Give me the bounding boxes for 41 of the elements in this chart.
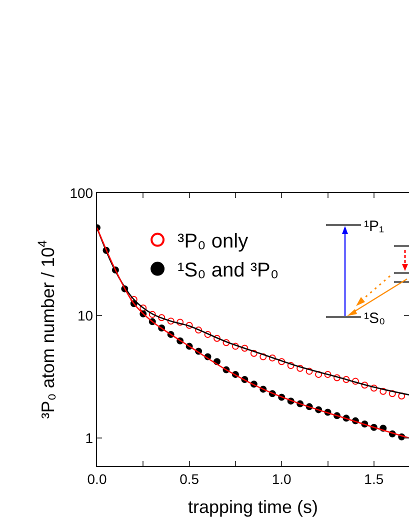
legend-label: ³P₀ only: [178, 230, 248, 253]
point: [222, 339, 230, 346]
x-tick-label: 1.0: [272, 470, 292, 487]
point: [287, 362, 294, 370]
point: [195, 326, 202, 334]
x-tick-label: 0.0: [87, 470, 107, 487]
point: [315, 370, 322, 378]
x-axis-title: trapping time (s): [188, 497, 318, 517]
point: [268, 354, 276, 362]
annotation: ¹S₀: [364, 310, 386, 327]
point: [306, 368, 313, 375]
point: [176, 318, 184, 326]
point: [186, 322, 193, 329]
point: [388, 390, 396, 398]
point: [232, 342, 239, 350]
point: [278, 358, 286, 366]
x-tick-label: 0.5: [180, 470, 200, 487]
point: [361, 382, 368, 389]
y-tick-label: 10: [78, 307, 94, 324]
point: [214, 334, 220, 342]
point: [167, 318, 174, 325]
point: [296, 364, 304, 372]
annotation: ¹P₁: [364, 218, 384, 235]
point: [334, 374, 340, 382]
point: [148, 310, 156, 318]
x-tick-label: 1.5: [364, 470, 384, 487]
point: [342, 376, 350, 383]
point: [352, 378, 359, 385]
legend-label: ¹S₀ and ³P₀: [178, 260, 279, 282]
point: [324, 370, 332, 378]
point: [204, 330, 212, 338]
y-tick-label: 1: [85, 430, 94, 446]
point: [398, 392, 406, 400]
point: [158, 314, 166, 322]
point: [250, 350, 258, 357]
point: [241, 344, 248, 352]
point: [140, 304, 147, 312]
point: [260, 353, 267, 360]
point: [380, 388, 387, 395]
y-tick-label: 100: [70, 184, 94, 201]
point: [370, 384, 378, 392]
